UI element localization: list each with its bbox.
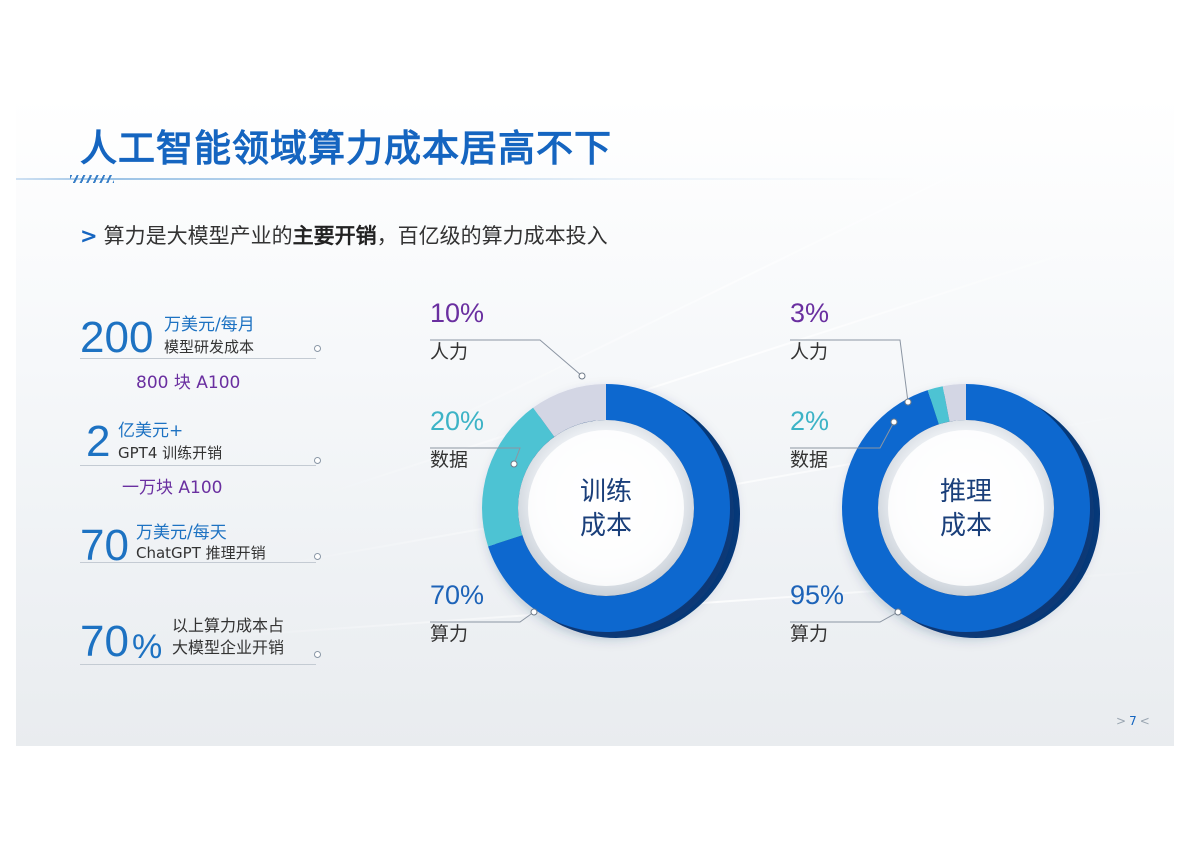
- donut-slice-2: [927, 386, 950, 425]
- slice-category-label: 数据: [790, 449, 828, 471]
- slice-value-label: 20%: [430, 406, 484, 436]
- stat-divider: [80, 664, 316, 665]
- leader-dot: [578, 372, 586, 380]
- leader-dot: [530, 608, 538, 616]
- donut-center-highlight: [528, 430, 684, 586]
- donut-slice-3: [942, 384, 966, 422]
- leader-line: [430, 339, 583, 377]
- stat-desc: 大模型企业开销: [172, 638, 285, 657]
- slide: 人工智能领域算力成本居高不下 > 算力是大模型产业的主要开销，百亿级的算力成本投入…: [16, 96, 1174, 746]
- slice-value-label: 70%: [430, 580, 484, 610]
- stat-divider: [80, 465, 316, 466]
- donut-slice-2: [482, 407, 555, 547]
- stat-value: 2: [86, 417, 111, 466]
- stat-value: 200: [80, 313, 154, 362]
- donut-center-label: 成本: [580, 511, 632, 541]
- stat-divider-dot: [314, 553, 321, 560]
- stat-desc: GPT4 训练开销: [118, 444, 223, 462]
- stat-desc: 模型研发成本: [164, 338, 255, 356]
- donut-slices: [482, 384, 730, 632]
- stat-value: 70: [80, 521, 129, 570]
- stat-divider-dot: [314, 457, 321, 464]
- slice-value-label: 95%: [790, 580, 844, 610]
- stat-divider-dot: [314, 651, 321, 658]
- donut-center-highlight: [888, 430, 1044, 586]
- slice-category-label: 人力: [430, 341, 468, 363]
- slice-category-label: 算力: [430, 623, 468, 645]
- stat-note: 一万块 A100: [122, 478, 223, 498]
- leader-dot: [510, 460, 518, 468]
- slice-value-label: 10%: [430, 298, 484, 328]
- stat-note: 800 块 A100: [136, 373, 241, 393]
- subtitle-text-pre: 算力是大模型产业的: [103, 224, 293, 248]
- leader-line: [430, 611, 535, 623]
- stat-unit: 亿美元+: [118, 421, 184, 441]
- stat-divider: [80, 358, 316, 359]
- donut-slice-1: [488, 384, 730, 632]
- stat-unit: 以上算力成本占: [172, 616, 285, 635]
- stat-value: 70: [80, 617, 129, 666]
- donut-center-label: 推理: [940, 477, 992, 507]
- stat-unit: 万美元/每月: [164, 315, 255, 335]
- page-indicator: >7 <: [1116, 714, 1150, 728]
- subtitle-text-bold: 主要开销: [292, 224, 377, 248]
- leader-dot: [904, 398, 912, 406]
- donut-center-label: 训练: [580, 477, 632, 507]
- stat-value-suffix: %: [132, 628, 163, 666]
- leader-line: [790, 339, 909, 403]
- page-prev-icon[interactable]: >: [1116, 714, 1127, 728]
- title-hatch-decoration: [70, 175, 114, 183]
- leader-line: [790, 611, 899, 623]
- page-title: 人工智能领域算力成本居高不下: [80, 127, 612, 170]
- leader-line: [430, 447, 521, 465]
- title-underline: [16, 178, 916, 180]
- chevron-right-icon: >: [80, 224, 98, 248]
- slice-value-label: 2%: [790, 406, 829, 436]
- subtitle: > 算力是大模型产业的主要开销，百亿级的算力成本投入: [80, 220, 608, 250]
- leader-dot: [890, 418, 898, 426]
- page-number: 7: [1129, 714, 1137, 728]
- slice-category-label: 人力: [790, 341, 828, 363]
- page-next-icon[interactable]: <: [1139, 714, 1150, 728]
- slice-category-label: 算力: [790, 623, 828, 645]
- donut-center-label: 成本: [940, 511, 992, 541]
- stat-desc: ChatGPT 推理开销: [136, 544, 266, 562]
- slice-value-label: 3%: [790, 298, 829, 328]
- leader-line: [790, 421, 895, 449]
- slice-category-label: 数据: [430, 449, 468, 471]
- subtitle-text-post: ，百亿级的算力成本投入: [376, 224, 608, 248]
- leader-dot: [894, 608, 902, 616]
- stat-unit: 万美元/每天: [136, 523, 227, 543]
- stat-divider: [80, 562, 316, 563]
- donut-slices: [841, 384, 1090, 632]
- donut-slice-3: [533, 384, 606, 437]
- stat-divider-dot: [314, 345, 321, 352]
